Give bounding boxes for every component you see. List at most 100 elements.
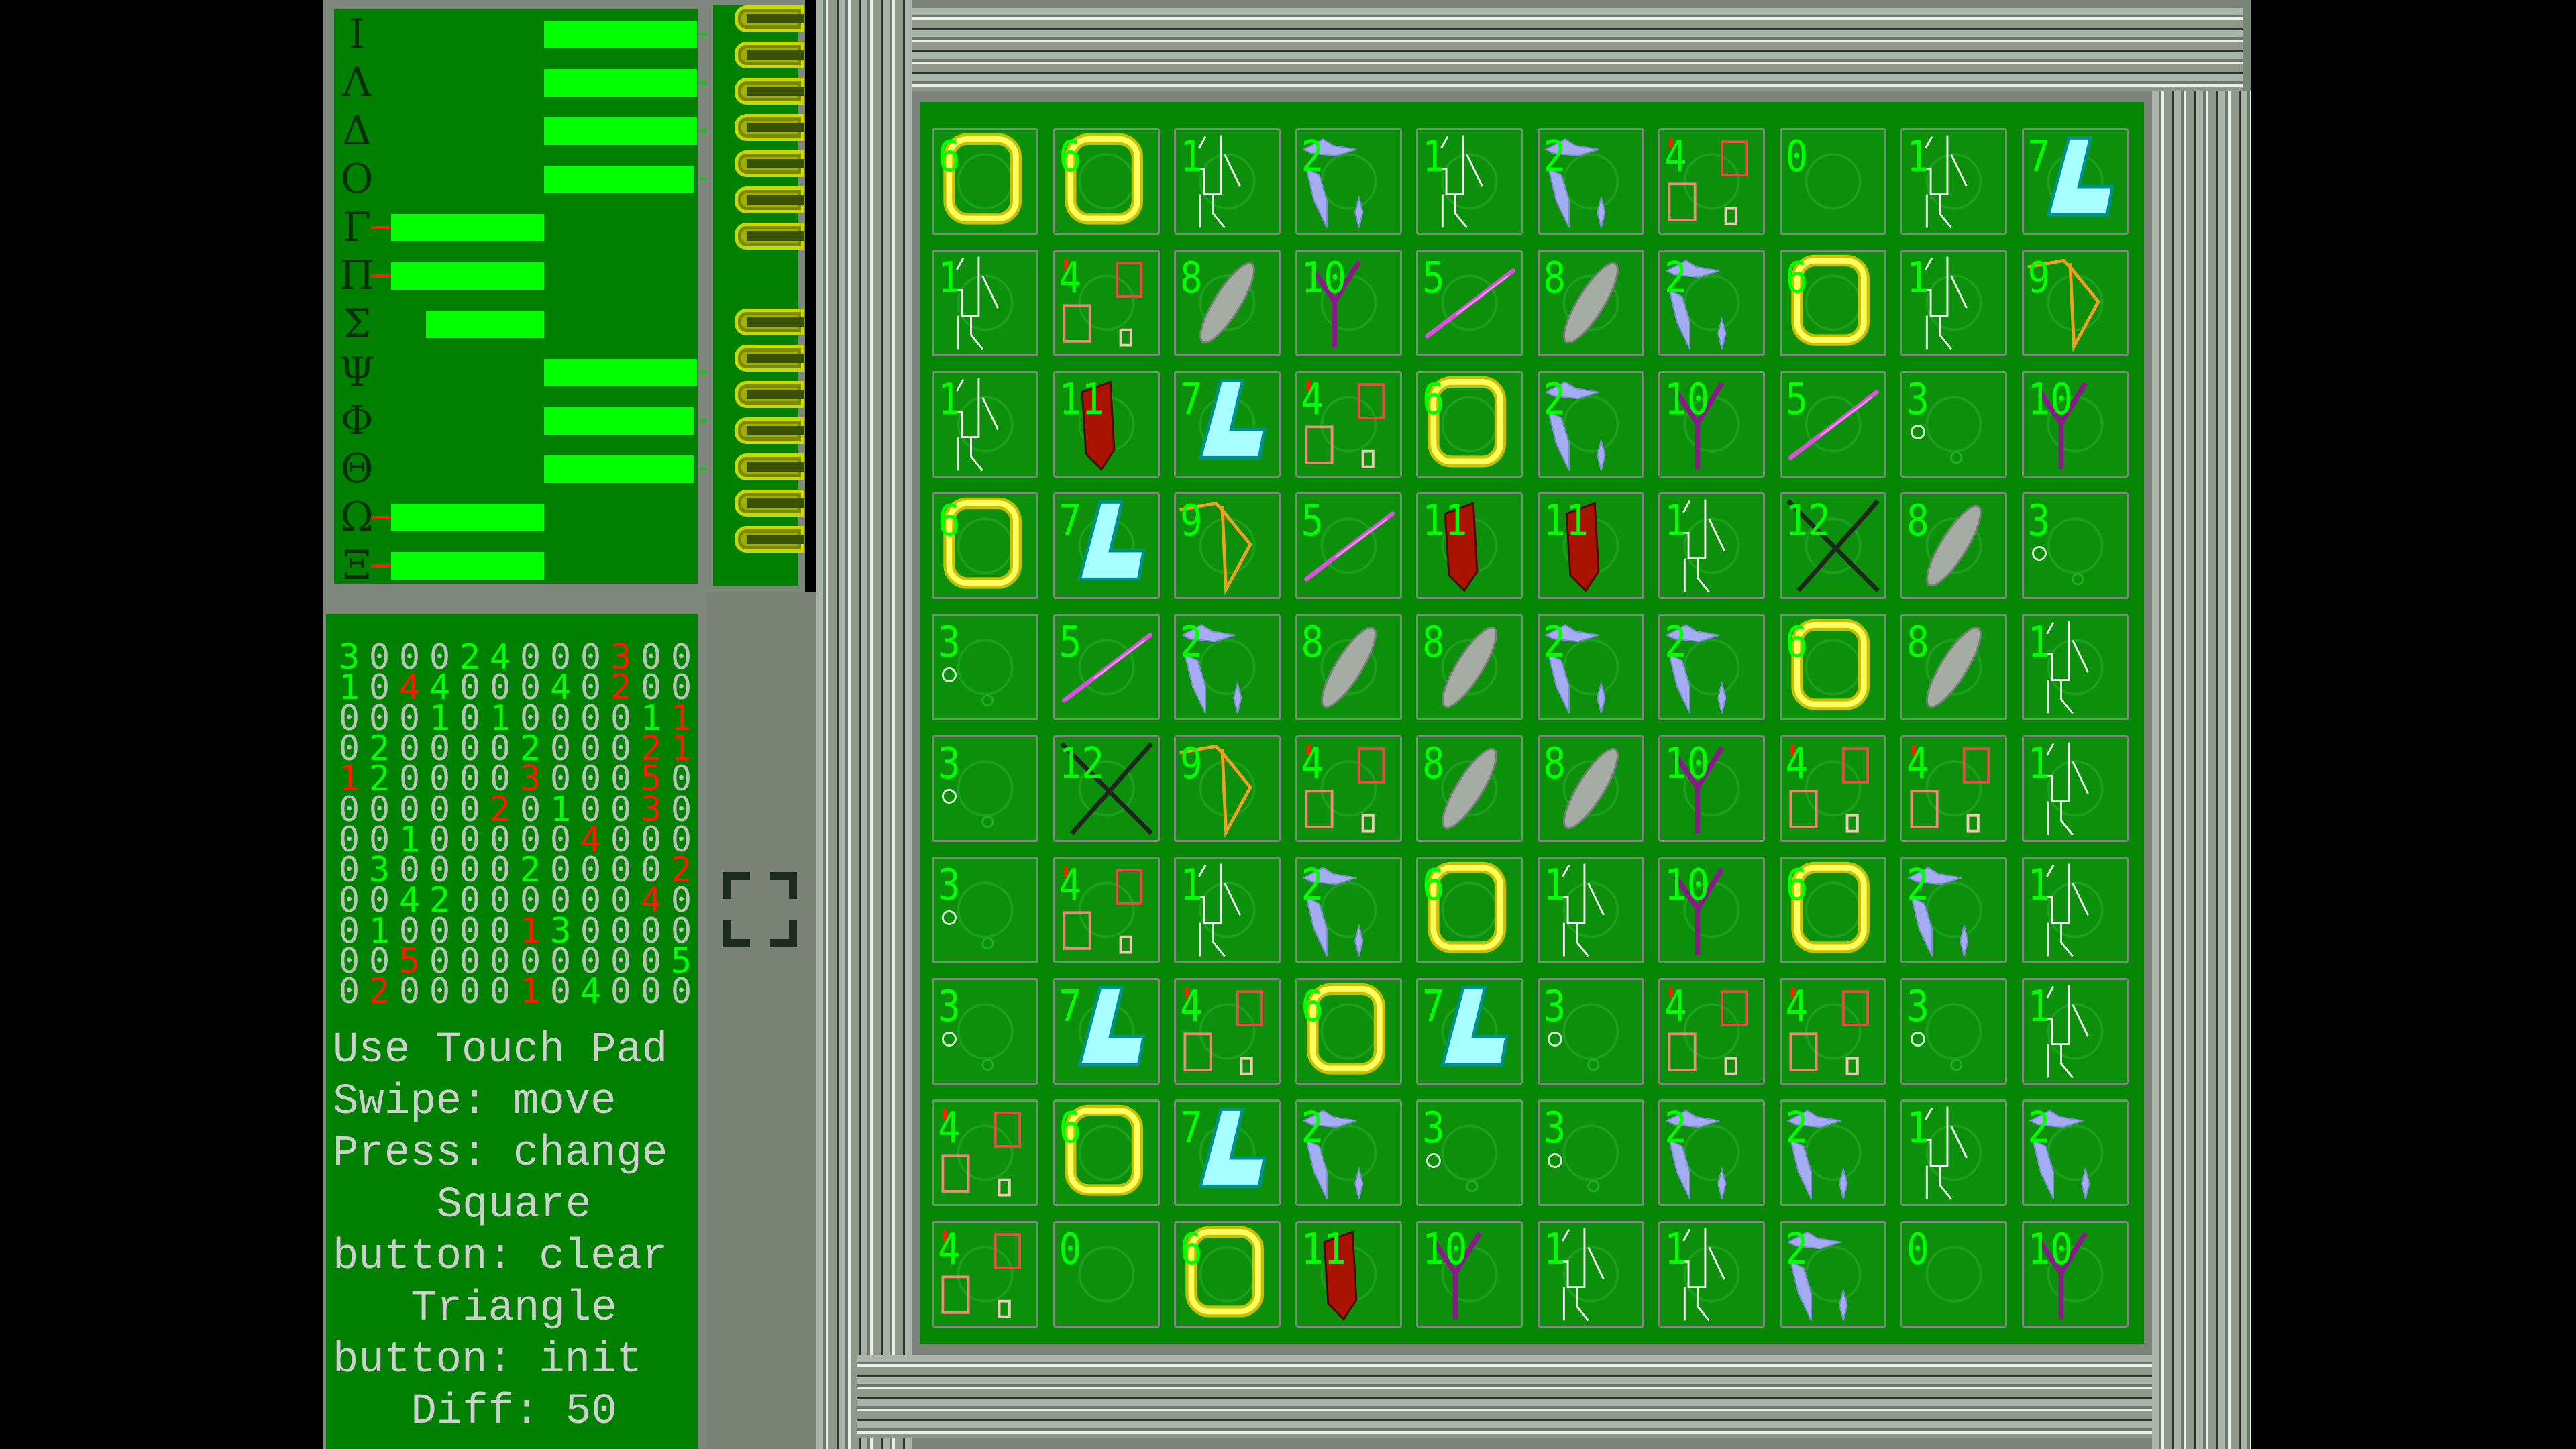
board-cell[interactable]: 4 [1658,978,1765,1085]
board-cell[interactable]: 1 [932,250,1038,356]
board-cell[interactable]: 6 [1779,614,1886,720]
board-cell[interactable]: 6 [1779,857,1886,963]
board-cell[interactable]: 6 [1416,371,1523,478]
board-cell[interactable]: 1 [1900,250,2007,356]
board-cell[interactable]: 4 [1779,978,1886,1085]
board-cell[interactable]: 11 [1295,1221,1402,1328]
board-cell[interactable]: 7 [1053,492,1160,599]
board-cell[interactable]: 12 [1053,735,1160,842]
board-cell[interactable]: 2 [1537,371,1644,478]
board-cell[interactable]: 11 [1416,492,1523,599]
board-cell[interactable]: 1 [1174,128,1281,235]
board-cell[interactable]: 2 [1537,128,1644,235]
board-cell[interactable]: 6 [932,492,1038,599]
board-cell[interactable]: 3 [1537,1099,1644,1206]
board-cell[interactable]: 3 [2021,492,2129,599]
board-cell[interactable]: 4 [1900,735,2007,842]
board-cell[interactable]: 3 [932,978,1038,1085]
board-cell[interactable]: 2 [1900,857,2007,963]
board-cell[interactable]: 5 [1779,371,1886,478]
board-cell[interactable]: 6 [1053,128,1160,235]
board-cell[interactable]: 6 [1053,1099,1160,1206]
board-cell[interactable]: 2 [1295,1099,1402,1206]
board-cell[interactable]: 3 [1537,978,1644,1085]
board-cell[interactable]: 10 [2021,1221,2129,1328]
board-cell[interactable]: 10 [1416,1221,1523,1328]
board-cell[interactable]: 3 [1416,1099,1523,1206]
board-cell[interactable]: 2 [1658,250,1765,356]
board-cell[interactable]: 1 [1537,857,1644,963]
board-cell[interactable]: 4 [1053,250,1160,356]
board-cell[interactable]: 6 [932,128,1038,235]
board-cell[interactable]: 8 [1174,250,1281,356]
board-cell[interactable]: 7 [1174,371,1281,478]
board-cell[interactable]: 3 [932,735,1038,842]
board-cell[interactable]: 2 [1779,1221,1886,1328]
board-cell[interactable]: 2 [2021,1099,2129,1206]
board-cell[interactable]: 4 [1658,128,1765,235]
board-cell[interactable]: 8 [1900,492,2007,599]
board-cell[interactable]: 6 [1416,857,1523,963]
board-cell[interactable]: 1 [1658,1221,1765,1328]
board-cell[interactable]: 0 [1053,1221,1160,1328]
board-cell[interactable]: 9 [2021,250,2129,356]
board-cell[interactable]: 4 [932,1099,1038,1206]
board-cell[interactable]: 1 [1174,857,1281,963]
board-cell[interactable]: 4 [1295,371,1402,478]
board-cell[interactable]: 1 [2021,978,2129,1085]
board-cell[interactable]: 1 [932,371,1038,478]
board-cell[interactable]: 2 [1779,1099,1886,1206]
fullscreen-icon[interactable] [723,872,797,947]
board-cell[interactable]: 5 [1295,492,1402,599]
board-cell[interactable]: 4 [1295,735,1402,842]
board-cell[interactable]: 0 [1779,128,1886,235]
board-cell[interactable]: 1 [2021,857,2129,963]
game-board[interactable]: 6 6 1 2 1 2 4 0 1 7 1 4 8 10 5 8 2 6 1 9 1 11 7 4 6 2 10 5 3 10 6 7 9 5 11… [920,102,2144,1344]
board-cell[interactable]: 8 [1416,614,1523,720]
board-cell[interactable]: 7 [1416,978,1523,1085]
board-cell[interactable]: 5 [1053,614,1160,720]
board-cell[interactable]: 10 [1658,735,1765,842]
board-cell[interactable]: 4 [1779,735,1886,842]
board-cell[interactable]: 4 [1174,978,1281,1085]
board-cell[interactable]: 8 [1295,614,1402,720]
board-cell[interactable]: 7 [1174,1099,1281,1206]
board-cell[interactable]: 2 [1537,614,1644,720]
board-cell[interactable]: 4 [1053,857,1160,963]
board-cell[interactable]: 8 [1416,735,1523,842]
board-cell[interactable]: 1 [1416,128,1523,235]
board-cell[interactable]: 1 [2021,614,2129,720]
board-cell[interactable]: 8 [1537,735,1644,842]
board-cell[interactable]: 3 [932,857,1038,963]
board-cell[interactable]: 2 [1658,1099,1765,1206]
board-cell[interactable]: 11 [1053,371,1160,478]
board-cell[interactable]: 1 [1537,1221,1644,1328]
board-cell[interactable]: 10 [1658,371,1765,478]
board-cell[interactable]: 9 [1174,492,1281,599]
board-cell[interactable]: 6 [1295,978,1402,1085]
board-cell[interactable]: 1 [1900,128,2007,235]
board-cell[interactable]: 7 [1053,978,1160,1085]
board-cell[interactable]: 3 [1900,978,2007,1085]
board-cell[interactable]: 7 [2021,128,2129,235]
board-cell[interactable]: 2 [1658,614,1765,720]
board-cell[interactable]: 8 [1537,250,1644,356]
board-cell[interactable]: 3 [932,614,1038,720]
board-cell[interactable]: 2 [1295,857,1402,963]
board-cell[interactable]: 10 [1658,857,1765,963]
board-cell[interactable]: 11 [1537,492,1644,599]
board-cell[interactable]: 10 [2021,371,2129,478]
board-cell[interactable]: 6 [1779,250,1886,356]
board-cell[interactable]: 2 [1174,614,1281,720]
board-cell[interactable]: 2 [1295,128,1402,235]
board-cell[interactable]: 5 [1416,250,1523,356]
board-cell[interactable]: 10 [1295,250,1402,356]
board-cell[interactable]: 3 [1900,371,2007,478]
board-cell[interactable]: 1 [1900,1099,2007,1206]
board-cell[interactable]: 1 [2021,735,2129,842]
board-cell[interactable]: 12 [1779,492,1886,599]
board-cell[interactable]: 6 [1174,1221,1281,1328]
board-cell[interactable]: 1 [1658,492,1765,599]
board-cell[interactable]: 4 [932,1221,1038,1328]
board-cell[interactable]: 8 [1900,614,2007,720]
